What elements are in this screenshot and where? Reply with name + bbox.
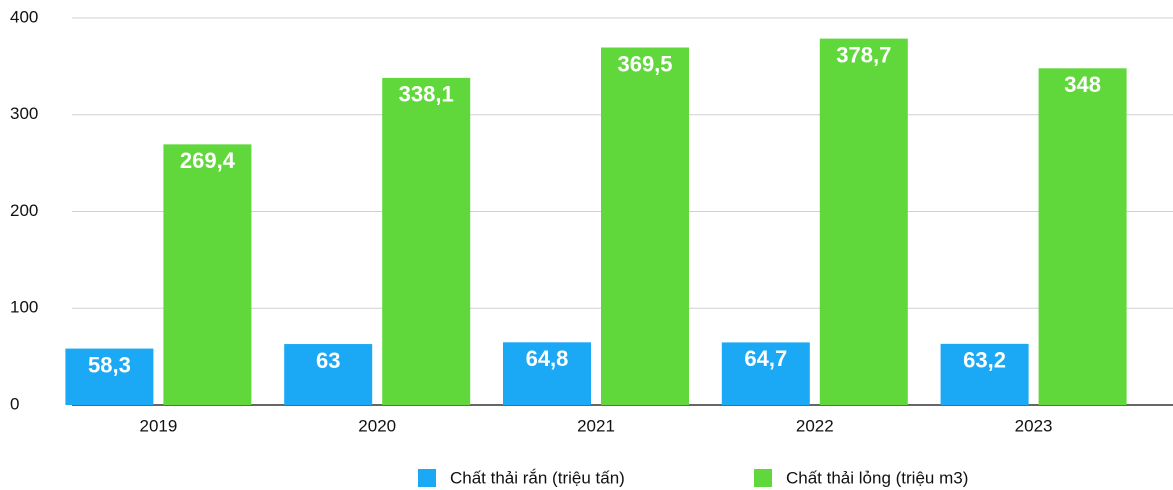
legend-label: Chất thải rắn (triệu tấn) — [450, 468, 625, 487]
data-label: 64,8 — [526, 346, 569, 371]
data-label: 378,7 — [836, 42, 891, 67]
data-label: 63 — [316, 348, 340, 373]
data-label: 338,1 — [399, 82, 454, 107]
bar — [819, 38, 908, 405]
legend-swatch — [754, 469, 772, 487]
data-label: 64,7 — [744, 346, 787, 371]
bar — [503, 342, 591, 405]
data-label: 369,5 — [617, 51, 672, 76]
bar — [382, 77, 471, 406]
data-label: 348 — [1064, 72, 1101, 97]
x-tick-label: 2020 — [358, 416, 396, 435]
x-tick-label: 2022 — [796, 416, 834, 435]
bar — [163, 144, 252, 405]
legend-swatch — [418, 469, 436, 487]
x-tick-label: 2023 — [1015, 416, 1053, 435]
bar — [284, 344, 373, 405]
y-tick-label: 200 — [10, 201, 38, 220]
y-tick-label: 400 — [10, 7, 38, 26]
bar — [721, 342, 810, 405]
data-label: 58,3 — [88, 352, 131, 377]
bar — [940, 343, 1029, 405]
data-label: 63,2 — [963, 348, 1006, 373]
bar — [1038, 68, 1127, 405]
y-tick-label: 0 — [10, 394, 19, 413]
data-label: 269,4 — [180, 148, 236, 173]
y-tick-label: 100 — [10, 298, 38, 317]
legend-label: Chất thải lỏng (triệu m3) — [786, 468, 968, 487]
x-tick-label: 2021 — [577, 416, 615, 435]
bar — [601, 47, 689, 405]
y-tick-label: 300 — [10, 104, 38, 123]
bar — [65, 348, 154, 405]
x-tick-label: 2019 — [139, 416, 177, 435]
